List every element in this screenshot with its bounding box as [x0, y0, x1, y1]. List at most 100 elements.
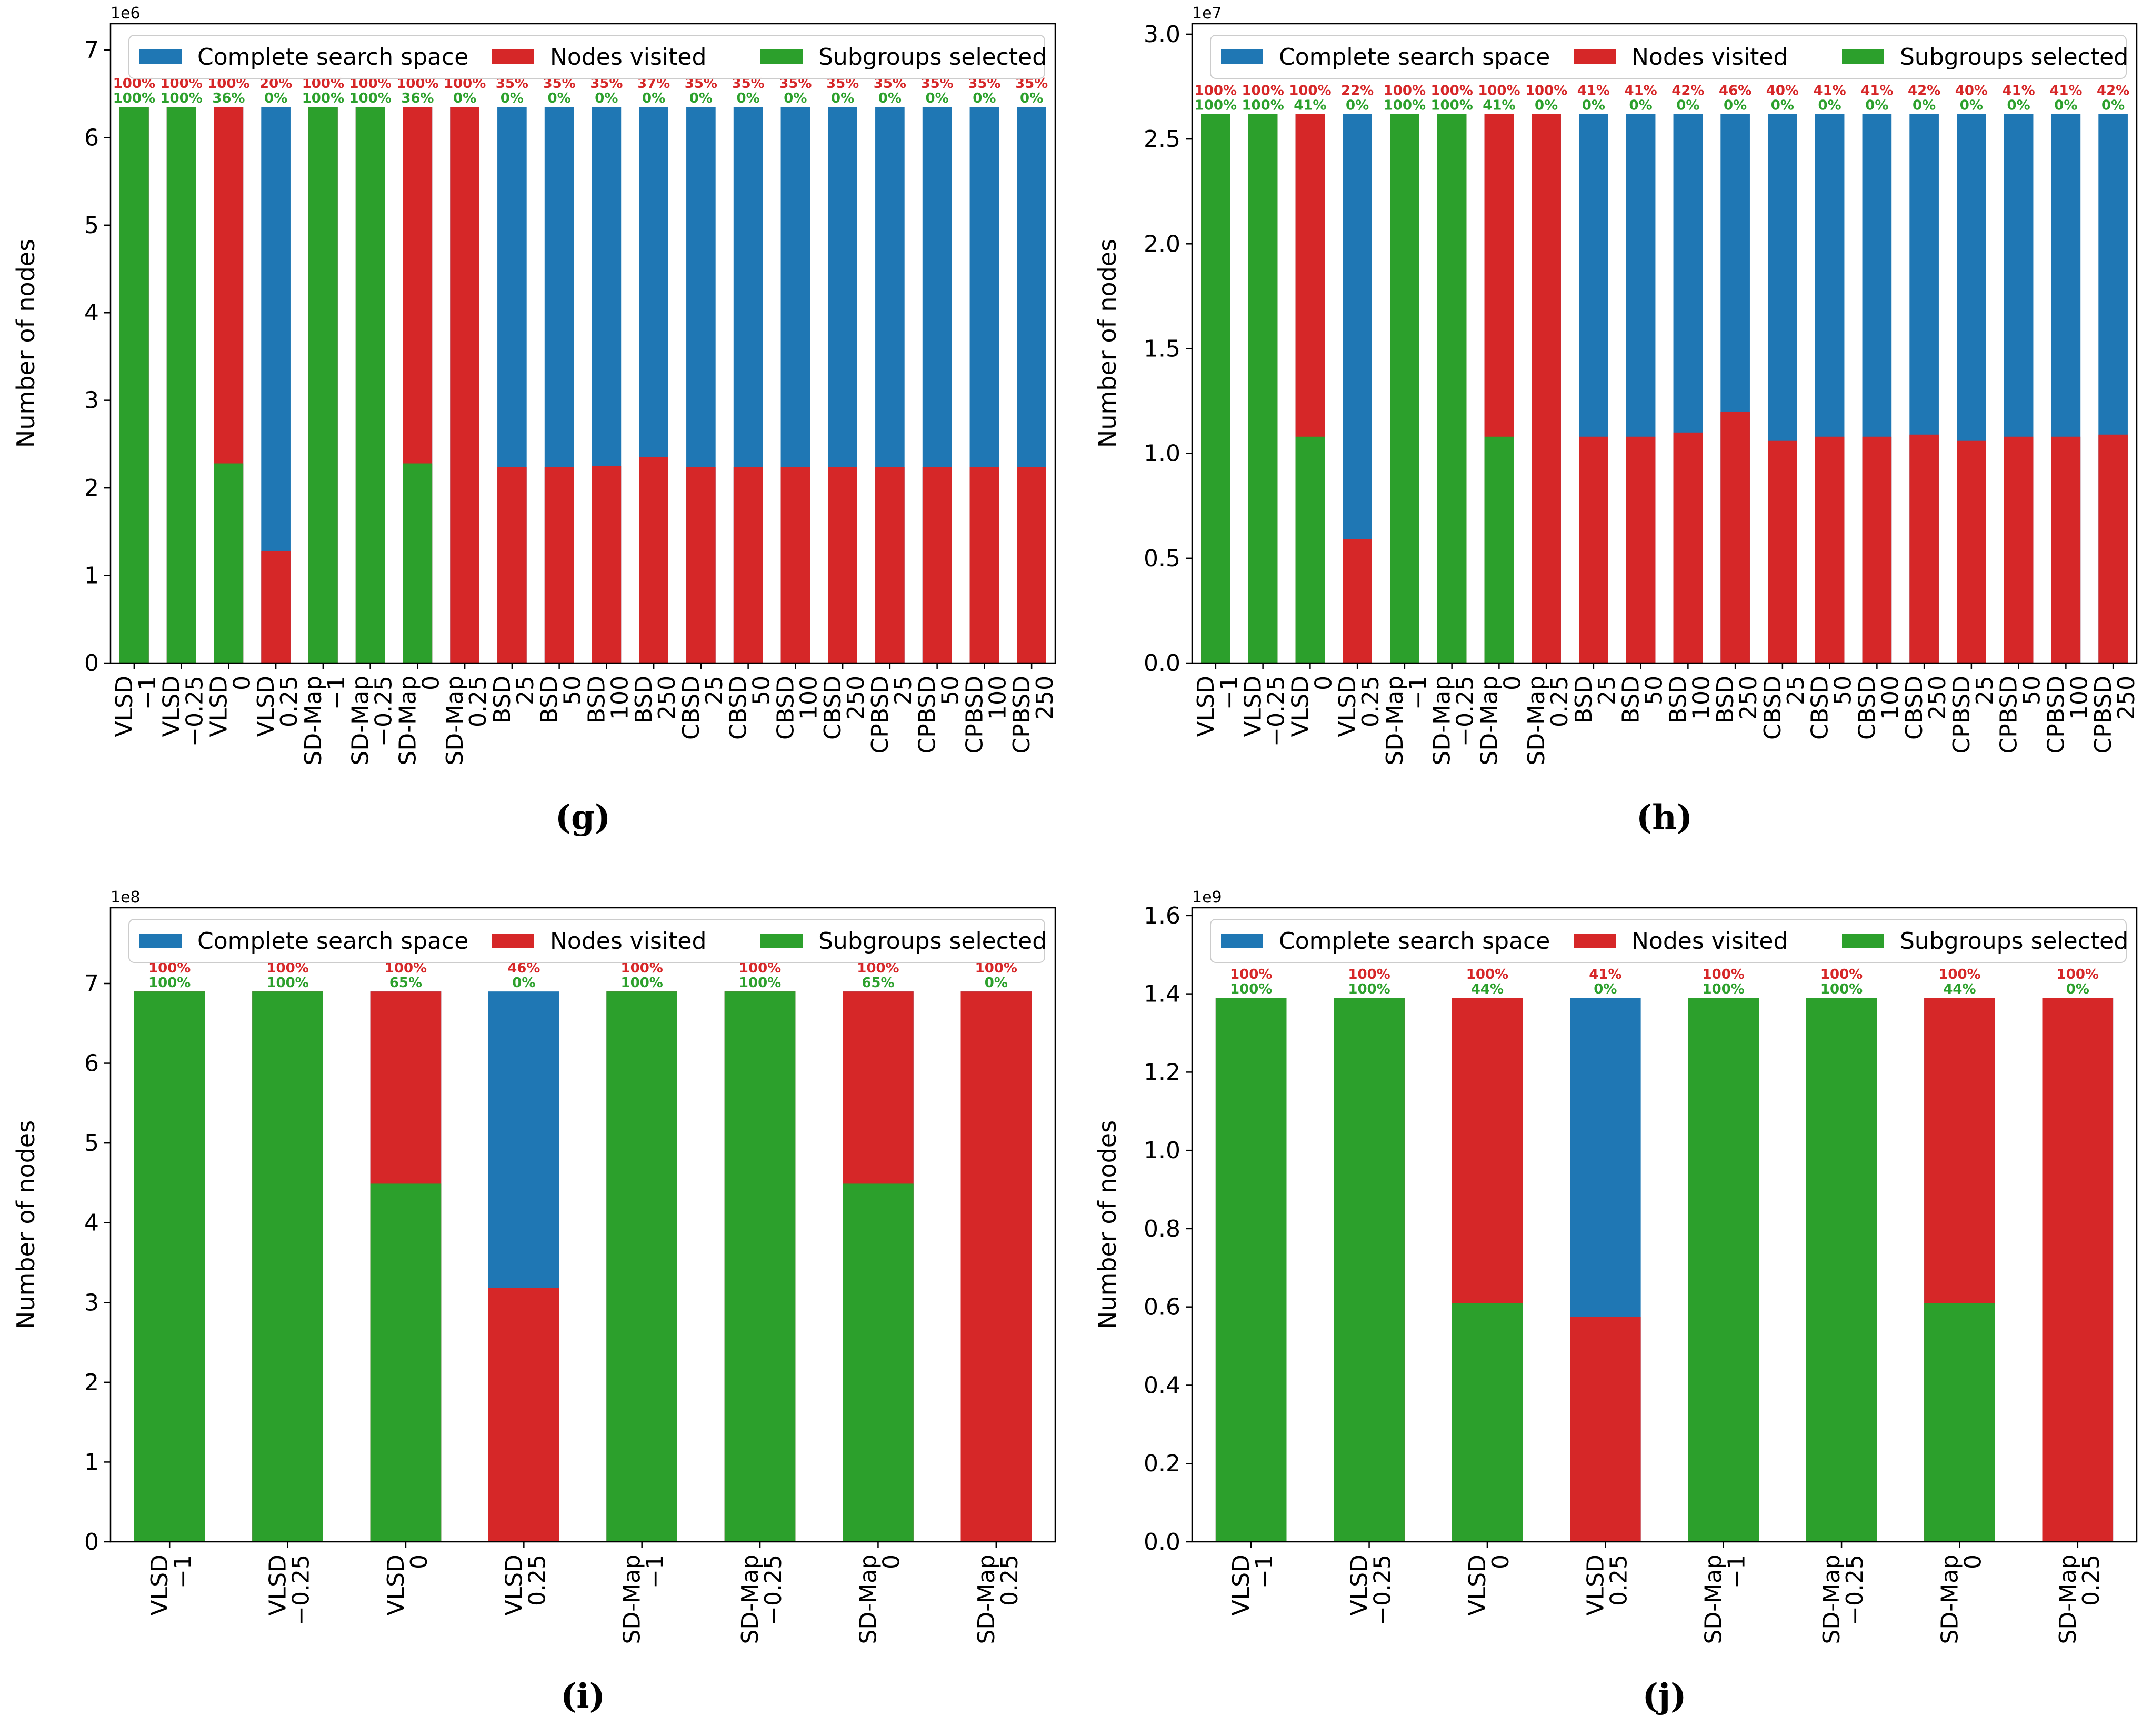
y-tick-label: 1.5: [1144, 335, 1180, 362]
bar-subgroups-selected: [1248, 114, 1278, 664]
x-tick-label-method: SD-Map: [737, 1554, 764, 1644]
x-tick-label-method: SD-Map: [1523, 676, 1550, 766]
x-tick-label-param: 100: [606, 676, 633, 720]
bar-subgroups-selected: [1806, 998, 1877, 1542]
x-tick-label-method: VLSD: [1582, 1554, 1609, 1615]
selected-pct-label: 100%: [1430, 97, 1473, 113]
x-tick-label-method: SD-Map: [1429, 676, 1456, 766]
selected-pct-label: 0%: [1629, 97, 1653, 113]
bar-subgroups-selected: [403, 463, 433, 663]
visited-pct-label: 40%: [1955, 83, 1988, 98]
y-axis-title: Number of nodes: [12, 1120, 40, 1329]
selected-pct-label: 41%: [1483, 97, 1515, 113]
y-tick-label: 2: [84, 1369, 99, 1396]
bar-subgroups-selected: [1452, 1303, 1523, 1542]
x-tick-label-method: SD-Map: [394, 676, 421, 766]
x-tick-label-method: SD-Map: [1818, 1554, 1845, 1644]
y-tick-label: 0.0: [1144, 1529, 1180, 1556]
x-tick-label: SD-Map−1: [1382, 676, 1432, 766]
bar-nodes-visited: [1957, 440, 1986, 663]
x-tick-label-method: BSD: [1665, 676, 1691, 724]
legend-swatch-complete: [139, 934, 182, 948]
x-tick-label-param: 0: [228, 676, 255, 690]
selected-pct-label: 0%: [831, 91, 854, 106]
y-tick-label: 7: [84, 37, 99, 64]
bar-subgroups-selected: [1390, 114, 1419, 664]
visited-pct-label: 100%: [1384, 83, 1426, 98]
x-tick-label-param: 0.25: [1546, 676, 1573, 727]
x-tick-label-method: SD-Map: [1476, 676, 1503, 766]
y-tick-label: 0.0: [1144, 650, 1180, 677]
visited-pct-label: 40%: [1766, 83, 1799, 98]
x-tick-label-method: VLSD: [253, 676, 279, 737]
y-tick-label: 3: [84, 1289, 99, 1316]
bar-nodes-visited: [639, 457, 668, 663]
visited-pct-label: 100%: [857, 960, 899, 976]
y-tick-label: 5: [84, 212, 99, 239]
x-tick-label: VLSD−1: [1228, 1554, 1278, 1615]
bar-nodes-visited: [686, 467, 716, 663]
legend-swatch-visited: [492, 934, 534, 948]
selected-pct-label: 0%: [2054, 97, 2077, 113]
y-exponent-label: 1e9: [1192, 888, 1222, 907]
y-tick-label: 7: [84, 970, 99, 997]
y-tick-label: 6: [84, 124, 99, 151]
visited-pct-label: 100%: [148, 960, 191, 976]
legend-swatch-visited: [1574, 934, 1616, 948]
x-tick-label-param: 100: [795, 676, 822, 720]
selected-pct-label: 100%: [148, 975, 191, 991]
visited-pct-label: 100%: [1289, 83, 1331, 98]
x-tick-label-method: VLSD: [1334, 676, 1361, 737]
bar-nodes-visited: [261, 550, 291, 663]
selected-pct-label: 0%: [1724, 97, 1747, 113]
x-tick-label-param: 250: [654, 676, 680, 720]
x-tick-label-method: VLSD: [265, 1554, 292, 1615]
x-tick-label-param: −0.25: [1452, 676, 1479, 747]
y-tick-label: 1.4: [1144, 981, 1180, 1008]
bar-nodes-visited: [488, 1288, 559, 1542]
selected-pct-label: 0%: [1020, 91, 1043, 106]
legend-label: Nodes visited: [1631, 928, 1788, 955]
legend-swatch-selected: [760, 49, 803, 64]
y-tick-label: 0.2: [1144, 1450, 1180, 1477]
bar-subgroups-selected: [1437, 114, 1467, 664]
selected-pct-label: 44%: [1943, 981, 1976, 997]
x-tick-label-method: CBSD: [1759, 676, 1786, 740]
selected-pct-label: 44%: [1471, 981, 1504, 997]
x-tick-label: VLSD−1: [146, 1554, 196, 1615]
selected-pct-label: 0%: [985, 975, 1008, 991]
x-tick-label-param: 0.25: [1605, 1554, 1632, 1606]
x-tick-label: VLSD−1: [111, 676, 161, 737]
legend-swatch-complete: [139, 49, 182, 64]
visited-pct-label: 41%: [1589, 967, 1621, 982]
bar-subgroups-selected: [1295, 436, 1325, 663]
visited-pct-label: 46%: [507, 960, 540, 976]
x-tick-label-param: 250: [1735, 676, 1762, 720]
legend-swatch-complete: [1221, 49, 1263, 64]
visited-pct-label: 100%: [1478, 83, 1520, 98]
bar-nodes-visited: [1570, 1317, 1641, 1542]
panel-caption: (h): [1636, 798, 1693, 837]
y-exponent-label: 1e8: [111, 888, 141, 907]
visited-pct-label: 42%: [2097, 83, 2129, 98]
visited-pct-label: 100%: [1466, 967, 1508, 982]
bar-nodes-visited: [1626, 436, 1656, 663]
x-tick-label: VLSD−1: [1193, 676, 1243, 737]
x-tick-label-param: 0.25: [524, 1554, 550, 1606]
legend-swatch-visited: [492, 49, 534, 64]
x-tick-label-param: 100: [1877, 676, 1904, 720]
legend-label: Nodes visited: [550, 928, 706, 955]
selected-pct-label: 0%: [926, 91, 949, 106]
legend-swatch-selected: [760, 934, 803, 948]
legend-box: [1210, 919, 2127, 963]
y-tick-label: 3.0: [1144, 21, 1180, 48]
bar-nodes-visited: [450, 107, 479, 663]
selected-pct-label: 0%: [737, 91, 760, 106]
